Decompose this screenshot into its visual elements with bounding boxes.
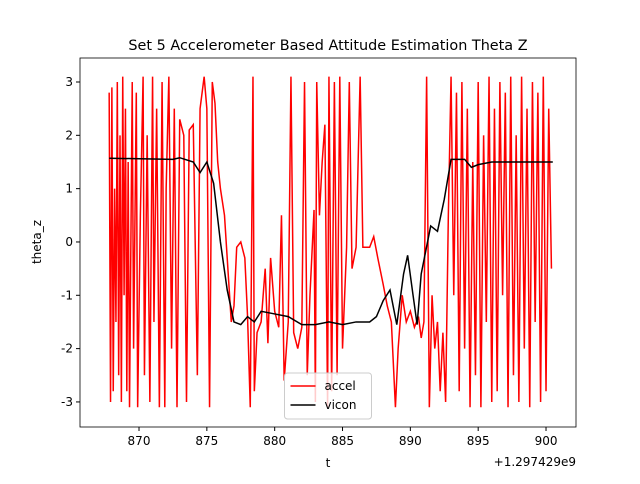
legend-label: accel: [325, 379, 356, 393]
legend-label: vicon: [325, 398, 357, 412]
x-tick-label: 870: [128, 434, 151, 448]
y-tick-label: 0: [65, 235, 73, 249]
x-tick-label: 880: [263, 434, 286, 448]
data-line: [109, 156, 553, 326]
x-tick-label: 900: [535, 434, 558, 448]
data-line: [108, 76, 553, 408]
x-offset-label: +1.297429e9: [494, 455, 576, 469]
y-axis-label: theta_z: [30, 220, 44, 264]
x-axis-label: t: [326, 456, 331, 470]
x-tick-label: 885: [331, 434, 354, 448]
y-tick-label: -2: [61, 342, 73, 356]
x-tick-label: 890: [399, 434, 422, 448]
y-tick-label: -3: [61, 395, 73, 409]
y-tick-label: 1: [65, 182, 73, 196]
y-tick-label: 2: [65, 128, 73, 142]
y-tick-label: 3: [65, 75, 73, 89]
chart-title: Set 5 Accelerometer Based Attitude Estim…: [128, 38, 527, 54]
x-tick-label: 875: [195, 434, 218, 448]
x-tick-label: 895: [467, 434, 490, 448]
legend-box: [284, 372, 372, 420]
plot-frame: [79, 57, 577, 428]
y-tick-label: -1: [61, 288, 73, 302]
